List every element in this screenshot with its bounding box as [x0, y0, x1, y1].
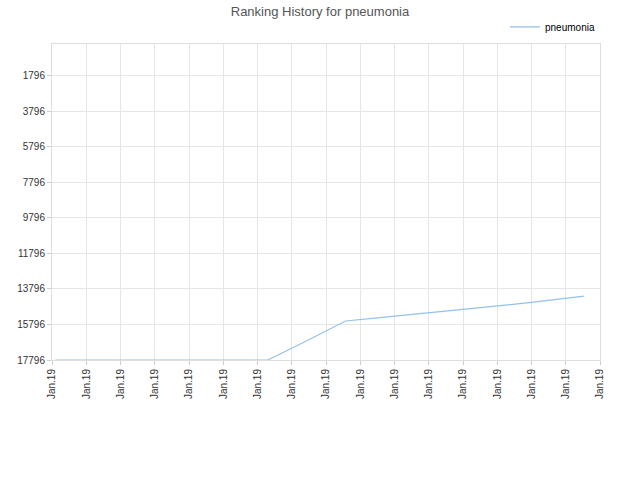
svg-text:pneumonia: pneumonia	[545, 22, 595, 33]
svg-text:Jan.19: Jan.19	[81, 369, 92, 399]
svg-text:Jan.19: Jan.19	[355, 369, 366, 399]
svg-text:Jan.19: Jan.19	[492, 369, 503, 399]
svg-text:3796: 3796	[23, 106, 46, 117]
svg-text:Jan.19: Jan.19	[423, 369, 434, 399]
svg-text:Jan.19: Jan.19	[115, 369, 126, 399]
svg-text:5796: 5796	[23, 141, 46, 152]
svg-text:Jan.19: Jan.19	[149, 369, 160, 399]
svg-text:Jan.19: Jan.19	[320, 369, 331, 399]
svg-text:Jan.19: Jan.19	[457, 369, 468, 399]
svg-text:Jan.19: Jan.19	[526, 369, 537, 399]
svg-text:Ranking History for pneumonia: Ranking History for pneumonia	[231, 4, 410, 19]
svg-text:Jan.19: Jan.19	[183, 369, 194, 399]
svg-text:9796: 9796	[23, 212, 46, 223]
svg-text:Jan.19: Jan.19	[252, 369, 263, 399]
svg-text:Jan.19: Jan.19	[46, 369, 57, 399]
svg-text:13796: 13796	[17, 283, 45, 294]
svg-text:7796: 7796	[23, 177, 46, 188]
svg-text:11796: 11796	[18, 248, 46, 259]
svg-text:15796: 15796	[17, 319, 45, 330]
svg-text:Jan.19: Jan.19	[286, 369, 297, 399]
svg-text:Jan.19: Jan.19	[218, 369, 229, 399]
svg-text:1796: 1796	[23, 70, 46, 81]
svg-text:Jan.19: Jan.19	[389, 369, 400, 399]
svg-text:17796: 17796	[17, 355, 45, 366]
svg-text:Jan.19: Jan.19	[560, 369, 571, 399]
svg-text:Jan.19: Jan.19	[594, 369, 605, 399]
